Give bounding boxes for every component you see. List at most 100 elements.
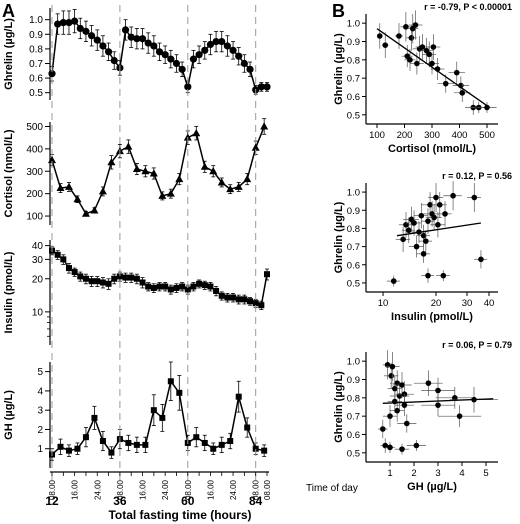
timecourse-panel-1: 100 200 300 400 500 Cortisol (nmol/L) xyxy=(3,118,269,225)
scatter-point-2-17 xyxy=(413,442,420,449)
timecourse-marker-0-26 xyxy=(195,51,203,59)
timecourse-marker-3-17 xyxy=(193,434,200,441)
timecourse-marker-1-2 xyxy=(64,182,73,190)
timecourse-marker-0-31 xyxy=(223,42,231,50)
scatter-x-label-1: Insulin (pmol/L) xyxy=(391,311,473,323)
timecourse-marker-2-36 xyxy=(252,300,259,307)
scatter-y-tick-label-0-3: 0.8 xyxy=(347,55,360,66)
timecourse-marker-1-13 xyxy=(158,191,167,199)
scatter-point-0-18 xyxy=(453,69,460,76)
timecourse-marker-2-19 xyxy=(156,283,163,290)
timecourse-marker-2-7 xyxy=(88,278,95,285)
scatter-point-1-8 xyxy=(418,212,425,219)
scatter-fit-line-2 xyxy=(382,398,494,404)
timecourse-marker-2-16 xyxy=(139,279,146,286)
x-axis-label-fasting: Total fasting time (hours) xyxy=(108,508,251,522)
scatter-y-tick-label-2-0: 0.5 xyxy=(347,448,360,459)
scatter-point-2-11 xyxy=(396,393,403,399)
timecourse-marker-2-4 xyxy=(71,269,78,276)
timecourse-y-tick-label-0-5: 1.0 xyxy=(29,15,43,26)
timecourse-marker-0-24 xyxy=(184,83,192,91)
timecourse-marker-0-32 xyxy=(229,46,237,54)
scatter-point-2-12 xyxy=(399,382,405,388)
scatter-annotation-2: r = 0.06, P = 0.79 xyxy=(442,340,512,350)
timecourse-marker-0-21 xyxy=(167,55,175,63)
scatter-point-1-12 xyxy=(425,272,431,279)
scatter-point-2-19 xyxy=(435,402,441,408)
scatter-point-1-18 xyxy=(435,221,441,228)
scatter-y-tick-label-0-0: 0.5 xyxy=(347,110,360,121)
timecourse-marker-3-3 xyxy=(74,445,81,452)
scatter-y-tick-label-2-5: 1.0 xyxy=(347,357,360,368)
scatter-x-tick-label-1-0: 10 xyxy=(378,298,389,309)
timecourse-y-tick-label-1-0: 100 xyxy=(26,212,43,223)
timecourse-marker-2-15 xyxy=(133,275,140,282)
timecourse-marker-2-22 xyxy=(173,284,180,291)
scatter-y-tick-label-0-5: 1.0 xyxy=(347,19,360,30)
timecourse-marker-2-20 xyxy=(162,283,169,290)
scatter-point-1-19 xyxy=(436,202,443,208)
timecourse-marker-2-29 xyxy=(213,287,220,294)
timecourse-marker-0-19 xyxy=(155,48,164,56)
timecourse-marker-2-17 xyxy=(145,283,152,290)
timecourse-marker-1-10 xyxy=(132,164,141,173)
scatter-point-1-17 xyxy=(433,194,439,201)
timecourse-marker-1-23 xyxy=(243,174,252,183)
scatter-point-0-11 xyxy=(419,44,426,50)
scatter-point-2-21 xyxy=(452,395,458,401)
scatter-point-0-15 xyxy=(430,44,437,50)
timecourse-marker-1-6 xyxy=(98,187,107,195)
timecourse-marker-0-33 xyxy=(235,52,243,60)
scatter-y-tick-label-2-3: 0.8 xyxy=(347,393,360,404)
scatter-panel-0: 0.5 0.6 0.7 0.8 0.9 1.0 100 200 300 400 500Cortiso… xyxy=(333,2,512,155)
timecourse-marker-2-33 xyxy=(235,296,242,303)
timecourse-marker-3-4 xyxy=(82,434,89,441)
timecourse-y-tick-label-3-0: 1 xyxy=(37,444,43,455)
timecourse-y-tick-label-3-4: 5 xyxy=(37,367,43,378)
timecourse-marker-1-24 xyxy=(251,143,260,151)
clock-time-label-4: 16.00 xyxy=(139,479,148,500)
scatter-x-tick-label-2-1: 2 xyxy=(411,468,416,479)
timecourse-marker-1-9 xyxy=(124,142,133,150)
timecourse-marker-2-28 xyxy=(207,283,214,290)
timecourse-marker-2-2 xyxy=(60,256,67,263)
timecourse-marker-0-0 xyxy=(48,70,56,78)
timecourse-y-tick-label-1-4: 500 xyxy=(26,122,43,133)
timecourse-panel-3: 1 2 3 4 5 GH (µg/L) xyxy=(3,361,268,468)
timecourse-marker-2-8 xyxy=(94,278,101,285)
timecourse-marker-0-3 xyxy=(65,19,73,27)
scatter-x-tick-label-1-3: 40 xyxy=(484,298,495,309)
timecourse-y-tick-label-1-2: 300 xyxy=(26,167,43,178)
timecourse-marker-1-11 xyxy=(141,167,150,175)
scatter-y-tick-label-1-5: 1.0 xyxy=(347,188,360,199)
timecourse-y-tick-label-1-3: 400 xyxy=(26,144,43,155)
timecourse-marker-0-27 xyxy=(201,46,209,54)
timecourse-marker-0-14 xyxy=(127,33,135,41)
fasting-tick-label-3: 84 xyxy=(249,494,263,508)
timecourse-marker-3-13 xyxy=(159,414,166,421)
timecourse-marker-0-22 xyxy=(172,59,181,68)
timecourse-marker-0-35 xyxy=(246,65,254,73)
scatter-x-tick-label-0-0: 100 xyxy=(369,130,385,141)
timecourse-marker-1-25 xyxy=(260,122,269,130)
scatter-point-1-10 xyxy=(420,232,427,239)
scatter-point-1-23 xyxy=(471,194,478,201)
scatter-y-tick-label-0-1: 0.6 xyxy=(347,92,360,103)
timecourse-marker-1-20 xyxy=(217,178,226,186)
scatter-y-tick-label-1-4: 0.9 xyxy=(347,206,360,217)
timecourse-marker-0-7 xyxy=(88,32,96,40)
scatter-x-tick-label-0-4: 500 xyxy=(479,130,495,141)
scatter-panel-2: 0.5 0.6 0.7 0.8 0.9 1.0 1 2 3 4 5 GH (µg/L) Ghrelin … xyxy=(333,340,512,493)
timecourse-marker-0-37 xyxy=(257,83,265,91)
scatter-point-2-15 xyxy=(404,420,410,427)
timecourse-y-tick-label-3-3: 4 xyxy=(37,386,43,397)
clock-time-label-10: 08.00 xyxy=(263,479,272,500)
clock-time-label-9: 08.00 xyxy=(252,479,261,500)
scatter-point-1-1 xyxy=(400,236,406,243)
scatter-point-2-3 xyxy=(387,444,393,451)
panel-b-letter: B xyxy=(332,1,345,21)
timecourse-marker-0-34 xyxy=(240,59,248,68)
timecourse-y-tick-label-2-3: 40 xyxy=(32,241,44,252)
timecourse-marker-3-15 xyxy=(176,389,183,396)
scatter-annotation-0: r = -0.79, P < 0.00001 xyxy=(424,2,512,12)
